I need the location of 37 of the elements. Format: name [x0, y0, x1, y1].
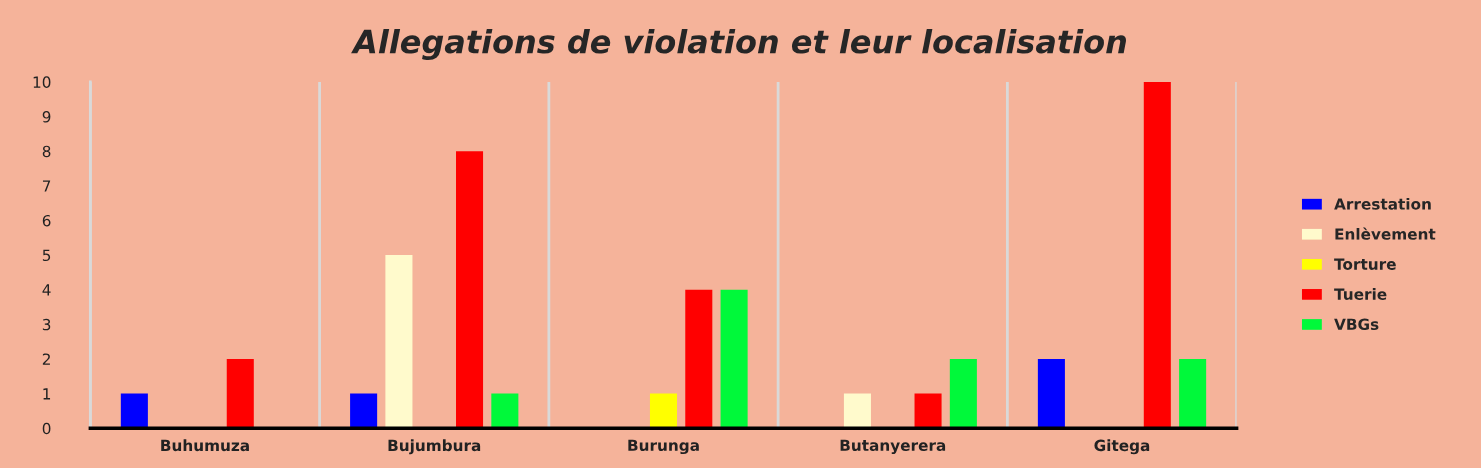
legend-label: VBGs	[1334, 318, 1379, 331]
bar	[720, 289, 748, 429]
bar	[649, 393, 678, 429]
x-tick-label: Gitega	[1094, 439, 1150, 455]
y-tick-label: 9	[42, 111, 51, 123]
bar	[949, 358, 977, 429]
legend-label: Arrestation	[1334, 197, 1431, 210]
bar	[914, 393, 942, 429]
y-tick-label: 5	[42, 249, 51, 262]
x-tick-label: Buhumuza	[161, 439, 249, 452]
bar	[685, 289, 713, 429]
legend-label: Tuerie	[1334, 288, 1387, 300]
bar	[456, 151, 484, 429]
x-tick-label: Butanyerera	[840, 439, 946, 455]
y-tick-label: 0	[42, 422, 51, 435]
legend-label: Enlèvement	[1335, 227, 1436, 240]
y-tick-label: 2	[42, 353, 50, 365]
bar	[385, 255, 413, 429]
bar	[350, 393, 378, 429]
y-tick-label: 6	[42, 214, 51, 227]
x-tick-label: Burunga	[628, 439, 699, 455]
legend-label: Torture	[1334, 258, 1396, 270]
y-tick-label: 10	[33, 76, 51, 88]
bar	[1179, 358, 1207, 429]
y-tick-label: 3	[42, 318, 51, 331]
y-tick-label: 8	[42, 145, 51, 158]
bar	[120, 393, 148, 429]
x-tick-label: Bujumbura	[388, 439, 481, 455]
y-tick-label: 4	[42, 284, 51, 296]
y-tick-label: 1	[43, 388, 51, 400]
chart-title: Allegations de violation et leur localisation	[351, 28, 1126, 61]
y-tick-label: 7	[42, 180, 51, 192]
bar	[843, 393, 871, 429]
bar	[1037, 358, 1065, 429]
bar	[491, 393, 519, 429]
bar	[1143, 81, 1171, 429]
bar	[226, 358, 254, 429]
